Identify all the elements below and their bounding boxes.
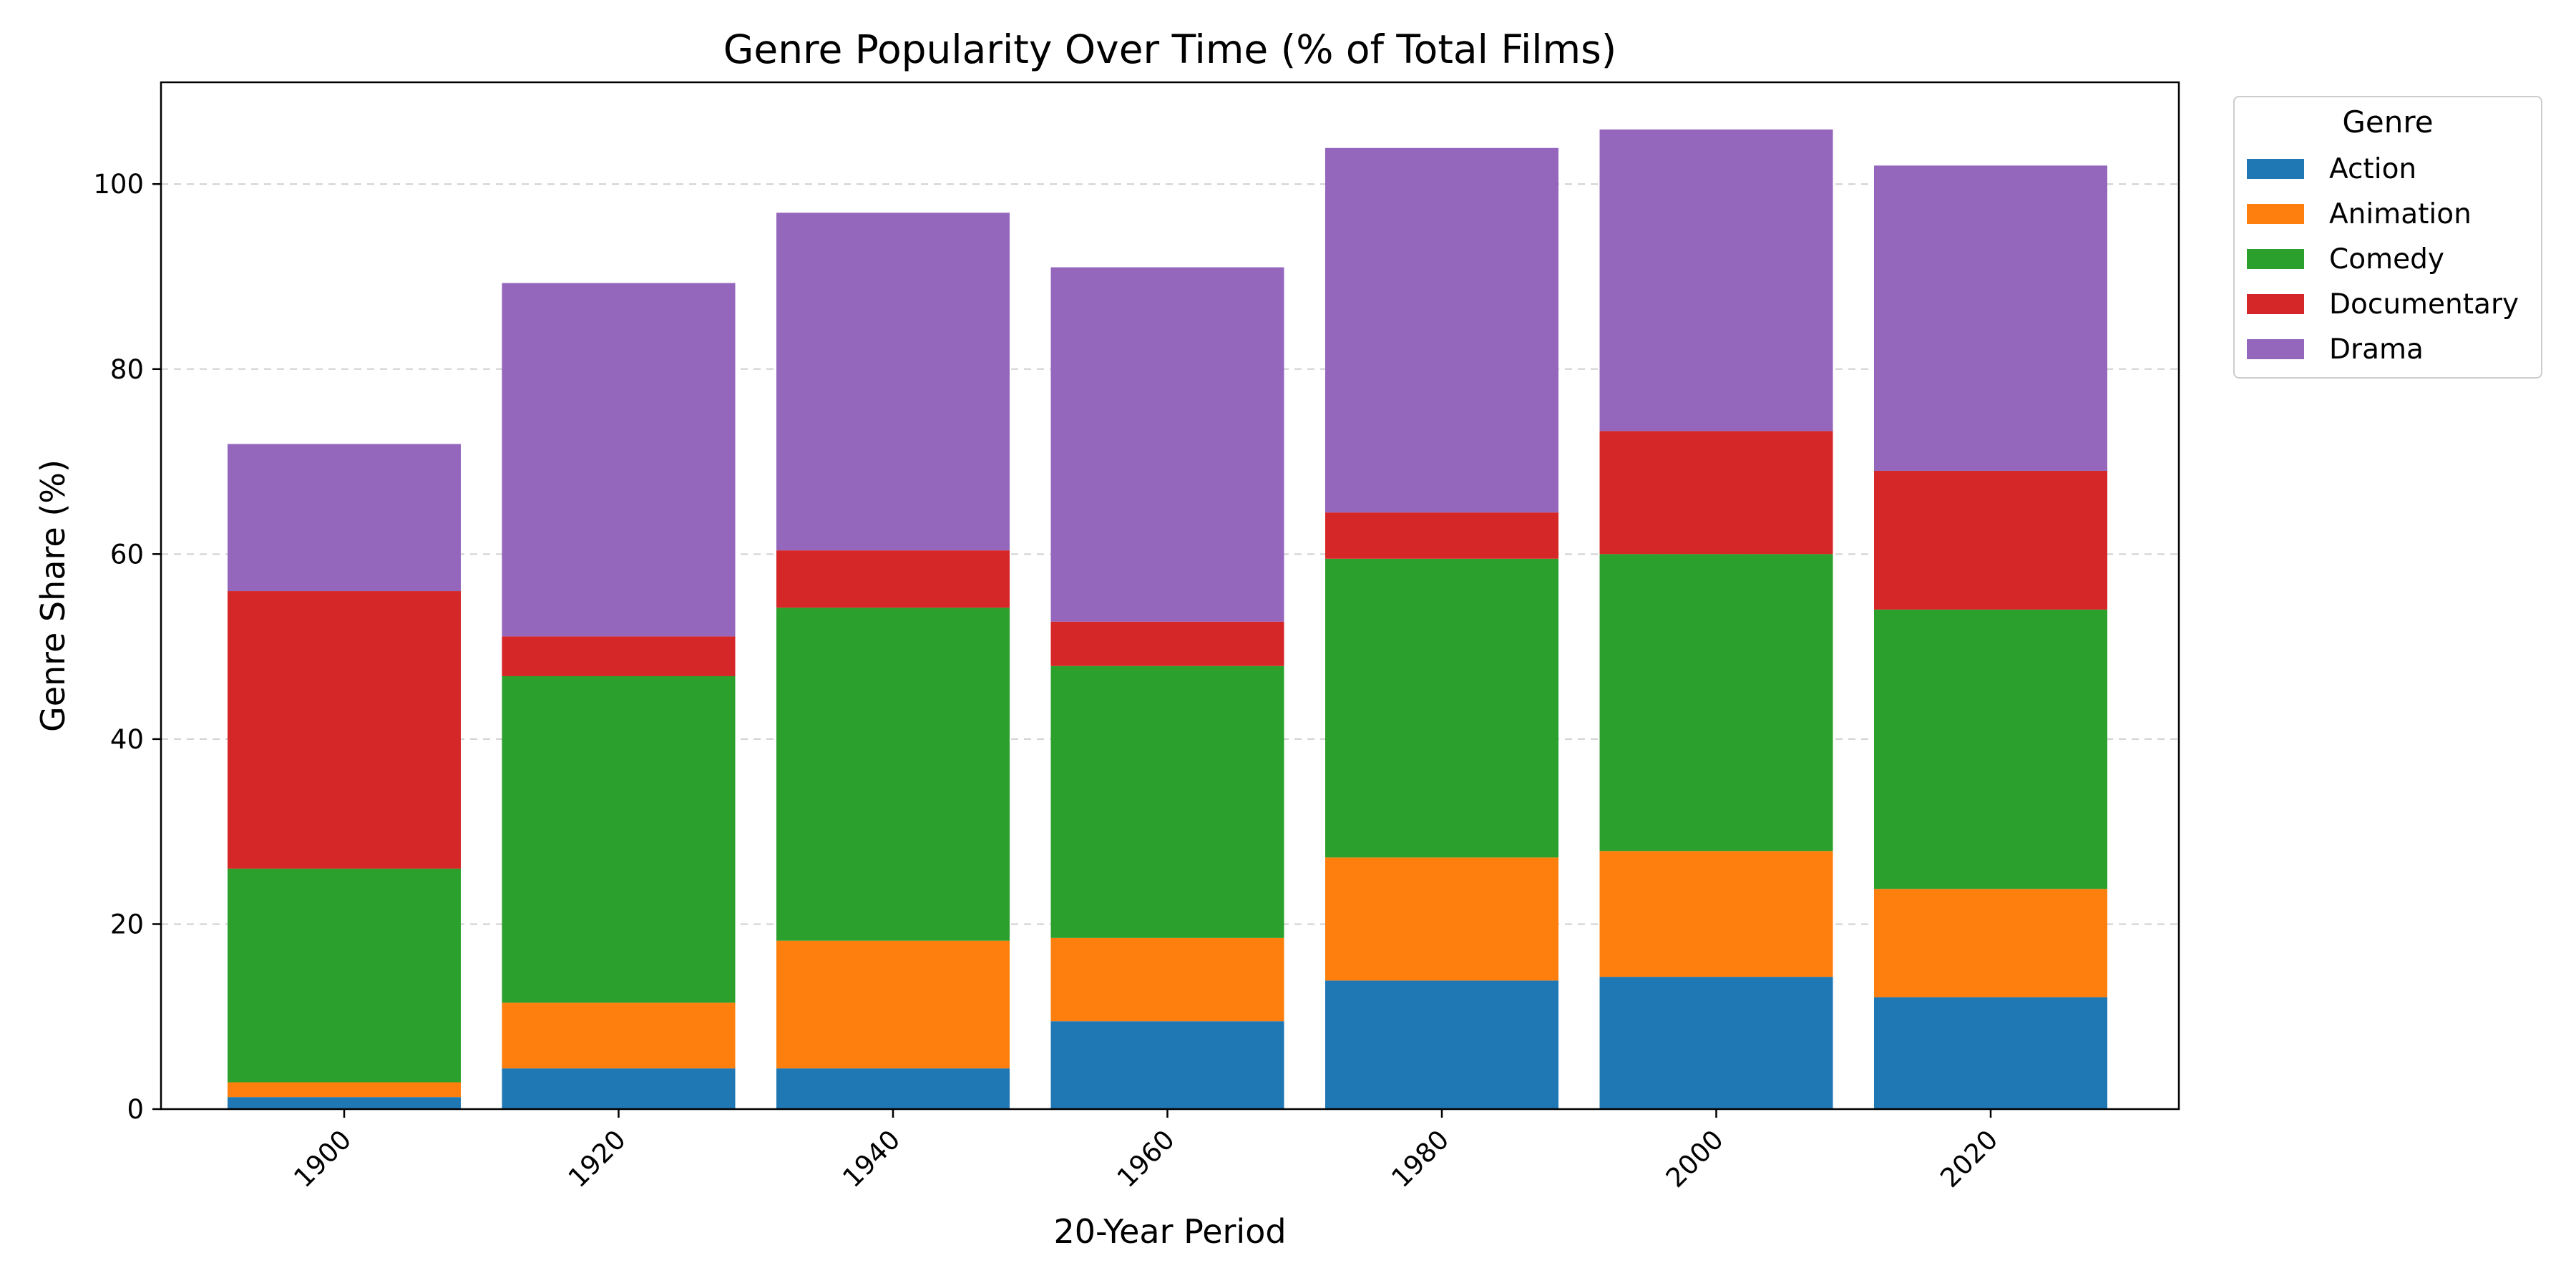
bar-documentary-2020 (1874, 470, 2107, 610)
bar-documentary-1980 (1325, 512, 1558, 559)
legend-swatch-drama (2247, 339, 2304, 359)
legend-label-comedy: Comedy (2329, 243, 2444, 275)
bar-comedy-1980 (1325, 558, 1558, 858)
bar-drama-1960 (1050, 267, 1284, 622)
bar-action-1900 (228, 1097, 461, 1109)
plot-frame (160, 81, 2180, 1111)
bar-animation-1960 (1050, 937, 1284, 1022)
legend-swatch-documentary (2247, 294, 2304, 314)
bar-drama-1920 (502, 283, 736, 637)
y-tick-label: 0 (127, 1094, 144, 1125)
legend-title: Genre (2342, 104, 2433, 140)
legend-box (2233, 96, 2542, 379)
bar-animation-2020 (1874, 889, 2107, 997)
legend-label-action: Action (2329, 153, 2416, 185)
legend-swatch-comedy (2247, 249, 2304, 269)
bar-drama-1900 (228, 444, 461, 592)
legend-swatch-animation (2247, 204, 2304, 224)
bar-action-1980 (1325, 980, 1558, 1109)
bar-documentary-1960 (1050, 621, 1284, 666)
bar-drama-1940 (776, 213, 1010, 551)
bar-drama-2000 (1599, 129, 1833, 431)
bar-action-1960 (1050, 1021, 1284, 1109)
bar-drama-1980 (1325, 147, 1558, 513)
legend: Genre Action Animation Comedy Documentary Dr… (2233, 96, 2542, 379)
bar-documentary-2000 (1599, 431, 1833, 555)
bar-action-2020 (1874, 997, 2107, 1109)
y-tick-label: 60 (110, 539, 144, 570)
bar-drama-2020 (1874, 165, 2107, 471)
bar-comedy-1940 (776, 608, 1010, 941)
y-tick-label: 40 (110, 724, 144, 755)
chart-title: Genre Popularity Over Time (% of Total F… (723, 26, 1617, 72)
bar-animation-1980 (1325, 857, 1558, 981)
bar-comedy-1960 (1050, 665, 1284, 938)
bar-animation-2000 (1599, 851, 1833, 977)
legend-label-documentary: Documentary (2329, 288, 2519, 321)
y-tick-label: 80 (110, 354, 144, 385)
bar-comedy-1920 (502, 675, 736, 1003)
bar-comedy-2020 (1874, 609, 2107, 889)
y-axis-label: Genre Share (%) (34, 459, 72, 732)
x-axis-label: 20-Year Period (1053, 1212, 1286, 1251)
legend-label-drama: Drama (2329, 333, 2424, 366)
bar-documentary-1900 (228, 591, 461, 869)
bar-action-1920 (502, 1068, 736, 1109)
bar-animation-1920 (502, 1002, 736, 1069)
bar-action-2000 (1599, 977, 1833, 1109)
y-tick-label: 100 (93, 169, 144, 200)
y-axis: 0 20 40 60 80 100 (93, 169, 161, 1125)
bar-documentary-1920 (502, 636, 736, 676)
bar-animation-1900 (228, 1082, 461, 1098)
y-tick-label: 20 (110, 909, 144, 940)
bars (228, 129, 2107, 1109)
legend-swatch-action (2247, 159, 2304, 179)
legend-items: Action Animation Comedy Documentary Drama (2247, 153, 2519, 366)
bar-animation-1940 (776, 940, 1010, 1069)
bar-documentary-1940 (776, 550, 1010, 608)
bar-comedy-2000 (1599, 554, 1833, 852)
bar-comedy-1900 (228, 868, 461, 1083)
bar-action-1940 (776, 1068, 1010, 1109)
legend-label-animation: Animation (2329, 198, 2472, 230)
